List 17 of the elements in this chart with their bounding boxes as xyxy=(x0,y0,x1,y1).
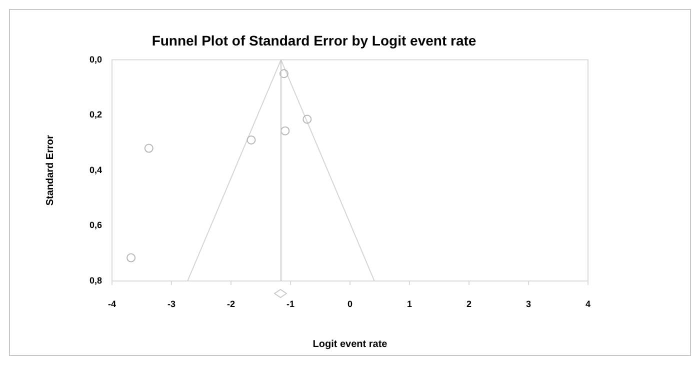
x-tick-label: -3 xyxy=(167,298,176,309)
x-tick-label: 4 xyxy=(585,298,591,309)
x-tick-label: -4 xyxy=(108,298,116,309)
x-tick-label: -2 xyxy=(226,298,236,309)
y-tick-label: 0,2 xyxy=(89,110,102,120)
x-tick-label: 3 xyxy=(526,298,532,309)
x-tick-label: 0 xyxy=(347,298,353,309)
x-tick-label: 2 xyxy=(466,298,472,309)
chart-title: Funnel Plot of Standard Error by Logit event rate xyxy=(152,32,476,48)
x-axis-title: Logit event rate xyxy=(312,338,388,350)
y-tick-label: 0,4 xyxy=(89,164,102,175)
y-tick-label: 0,0 xyxy=(89,54,102,64)
y-tick-label: 0,8 xyxy=(89,275,102,286)
x-tick-label: -1 xyxy=(286,298,295,309)
x-tick-label: 1 xyxy=(406,298,412,309)
y-tick-label: 0,6 xyxy=(89,220,102,230)
y-axis-title: Standard Error xyxy=(44,135,56,206)
